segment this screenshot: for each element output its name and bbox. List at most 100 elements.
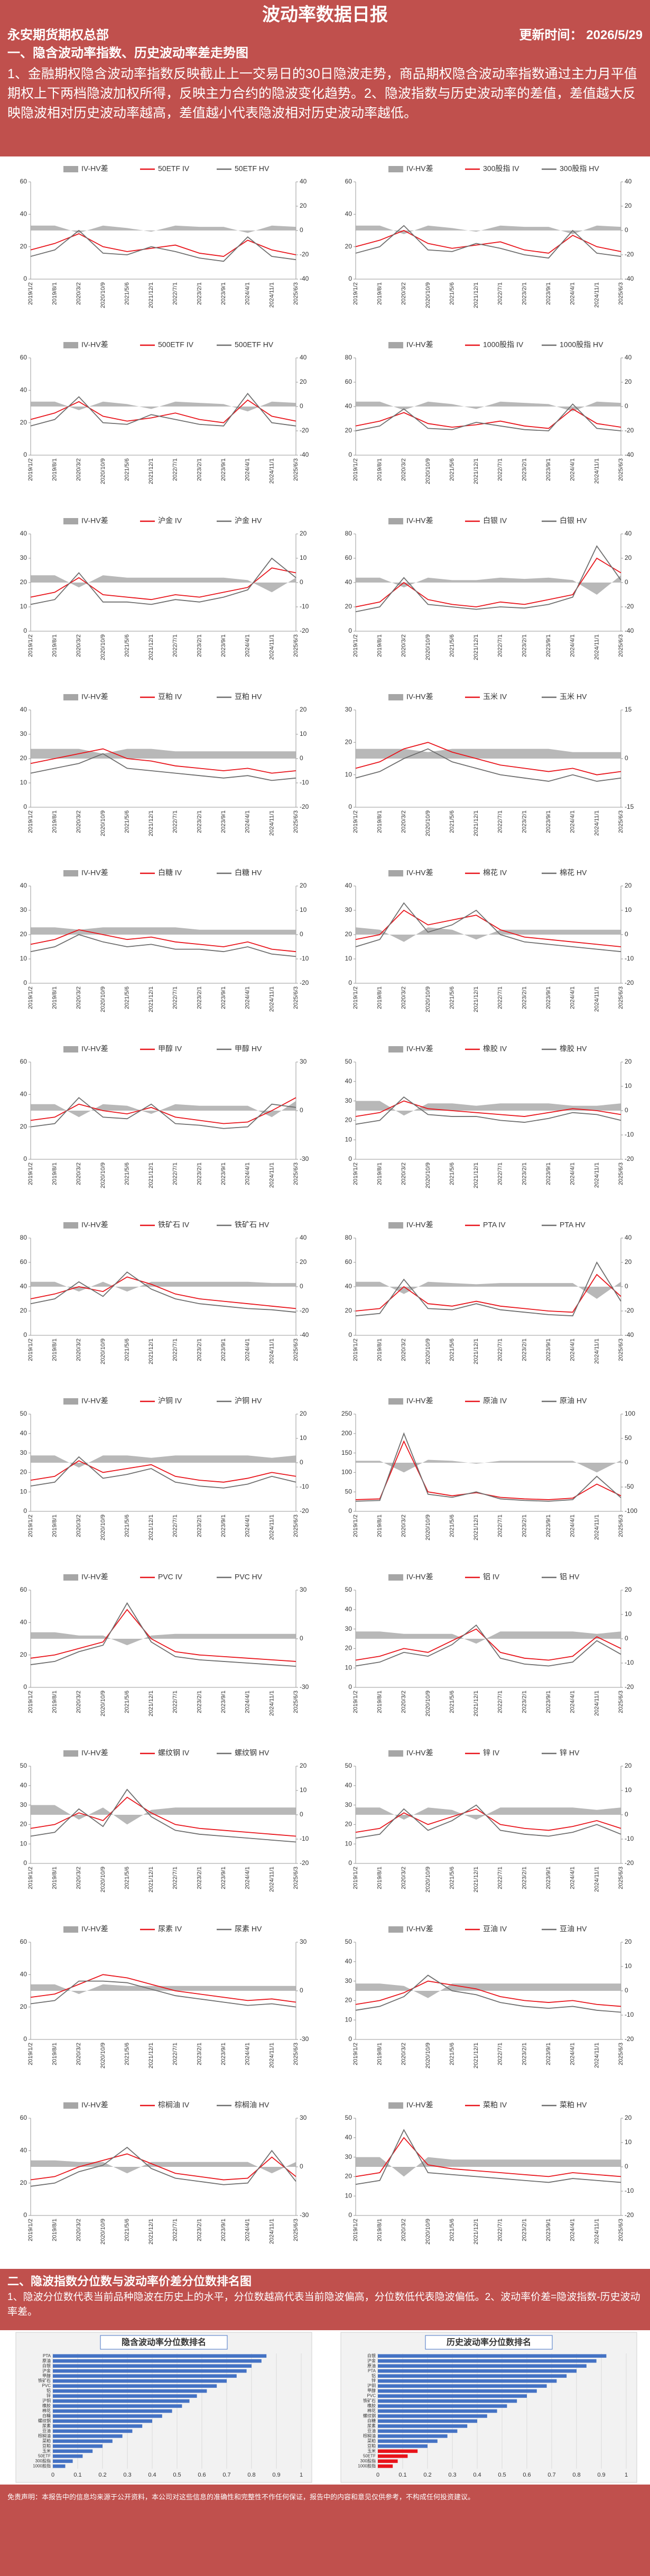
x-tick-label: 2024/11/1 — [268, 458, 275, 484]
legend-label: 1000股指 IV — [483, 340, 524, 349]
series-line — [30, 2147, 296, 2187]
diff-area — [31, 1805, 296, 1825]
x-tick-label: 2019/8/1 — [52, 1162, 58, 1185]
y2-tick-label: 20 — [300, 1410, 307, 1417]
y2-tick-label: -20 — [300, 1507, 309, 1515]
x-tick-label: 2023/9/1 — [220, 634, 227, 657]
x-tick-label: 2023/2/1 — [196, 458, 202, 481]
y-tick-label: 20 — [345, 1997, 352, 2004]
x-tick-label: 2020/3/2 — [76, 1515, 82, 1537]
x-tick-label: 2020/3/2 — [401, 1515, 407, 1537]
category-label: 锌 — [47, 2393, 51, 2398]
y2-tick-label: -10 — [300, 1835, 309, 1842]
category-label: 锌 — [372, 2378, 376, 2383]
x-tick-label: 2023/9/1 — [545, 1515, 552, 1537]
y2-tick-label: -10 — [300, 955, 309, 962]
legend-swatch — [388, 694, 403, 700]
legend-label: 500ETF HV — [235, 340, 274, 349]
x-tick-label: 2020/10/9 — [425, 1515, 431, 1540]
y2-tick-label: -20 — [625, 2035, 634, 2043]
x-tick-label: 2023/2/1 — [521, 1338, 527, 1361]
y-tick-label: 40 — [345, 1077, 352, 1085]
bar — [53, 2354, 267, 2358]
y-tick-label: 20 — [20, 754, 27, 762]
category-label: 沪铜 — [367, 2383, 376, 2388]
legend-label: 铁矿石 IV — [158, 1221, 190, 1229]
x-tick-label: 2019/1/2 — [27, 2219, 34, 2241]
org: 永安期货期权总部 — [7, 28, 109, 42]
x-tick-label: 2025/6/3 — [293, 1691, 299, 1713]
x-tick-label: 2024/11/1 — [593, 1162, 600, 1188]
x-tick-label: 0.1 — [398, 2472, 406, 2478]
x-tick-label: 2021/12/1 — [148, 1867, 154, 1892]
y2-tick-label: 20 — [625, 202, 632, 209]
x-tick-label: 2019/1/2 — [27, 810, 34, 833]
y2-tick-label: 20 — [300, 1258, 307, 1266]
x-tick-label: 2024/11/1 — [268, 2219, 275, 2244]
x-tick-label: 2025/6/3 — [293, 1162, 299, 1185]
y2-tick-label: 10 — [625, 1786, 632, 1794]
x-tick-label: 2022/7/1 — [172, 1867, 179, 1889]
legend-swatch — [388, 870, 403, 876]
bar — [53, 2419, 152, 2423]
y-tick-label: 10 — [345, 1840, 352, 1847]
diff-area — [356, 1631, 621, 1644]
x-tick-label: 2019/8/1 — [377, 810, 383, 833]
category-label: 菜粕 — [367, 2438, 376, 2443]
bar — [53, 2464, 66, 2468]
x-tick-label: 2023/2/1 — [196, 2219, 202, 2241]
y2-tick-label: 10 — [300, 1786, 307, 1794]
legend-swatch — [63, 694, 78, 700]
y2-tick-label: -10 — [300, 779, 309, 786]
x-tick-label: 2022/7/1 — [172, 1515, 179, 1537]
x-tick-label: 2025/6/3 — [618, 1867, 624, 1889]
bar — [53, 2399, 190, 2403]
legend-label: IV-HV差 — [81, 1221, 108, 1229]
y-tick-label: 10 — [345, 2192, 352, 2199]
x-tick-label: 2020/3/2 — [76, 810, 82, 833]
category-label: 尿素 — [42, 2423, 51, 2429]
x-tick-label: 2021/5/6 — [449, 1338, 455, 1361]
series-line — [355, 748, 621, 782]
y-tick-label: 40 — [20, 882, 27, 889]
x-tick-label: 2024/11/1 — [593, 458, 600, 484]
y2-tick-label: -10 — [625, 2187, 634, 2194]
x-tick-label: 2021/12/1 — [473, 282, 479, 308]
series-line — [30, 1796, 296, 1837]
y-tick-label: 40 — [345, 1781, 352, 1789]
x-tick-label: 2025/6/3 — [293, 2043, 299, 2065]
category-label: 棉花 — [42, 2408, 51, 2413]
x-tick-label: 2019/1/2 — [27, 1338, 34, 1361]
x-tick-label: 2024/4/1 — [245, 1338, 251, 1361]
x-tick-label: 2020/10/9 — [100, 1691, 106, 1716]
series-line — [30, 934, 296, 957]
x-tick-label: 2019/8/1 — [52, 2043, 58, 2065]
x-tick-label: 2024/4/1 — [570, 1867, 576, 1889]
x-tick-label: 2024/4/1 — [245, 2043, 251, 2065]
category-label: 白银 — [367, 2353, 376, 2358]
x-tick-label: 2022/7/1 — [497, 986, 504, 1009]
y-tick-label: 60 — [20, 1058, 27, 1065]
y2-tick-label: -30 — [300, 1683, 309, 1691]
legend-swatch — [63, 1926, 78, 1933]
y2-tick-label: -40 — [625, 627, 634, 634]
x-tick-label: 2023/2/1 — [196, 986, 202, 1009]
x-tick-label: 2025/6/3 — [293, 1515, 299, 1537]
x-tick-label: 0.8 — [247, 2472, 255, 2478]
legend-label: 50ETF HV — [235, 164, 270, 173]
legend-label: IV-HV差 — [406, 1221, 433, 1229]
category-label: 菜粕 — [42, 2438, 51, 2443]
y2-tick-label: 20 — [625, 882, 632, 889]
y2-tick-label: 0 — [625, 1811, 628, 1818]
y-tick-label: 50 — [345, 1058, 352, 1065]
y-tick-label: 40 — [345, 2134, 352, 2141]
x-tick-label: 2023/2/1 — [521, 810, 527, 833]
x-tick-label: 2019/8/1 — [52, 634, 58, 657]
y-tick-label: 30 — [345, 2153, 352, 2160]
x-tick-label: 2020/3/2 — [76, 2219, 82, 2241]
x-tick-label: 2021/5/6 — [124, 1867, 130, 1889]
y-tick-label: 40 — [20, 1282, 27, 1290]
category-label: 玉米 — [42, 2448, 51, 2453]
y2-tick-label: 0 — [300, 1635, 303, 1642]
